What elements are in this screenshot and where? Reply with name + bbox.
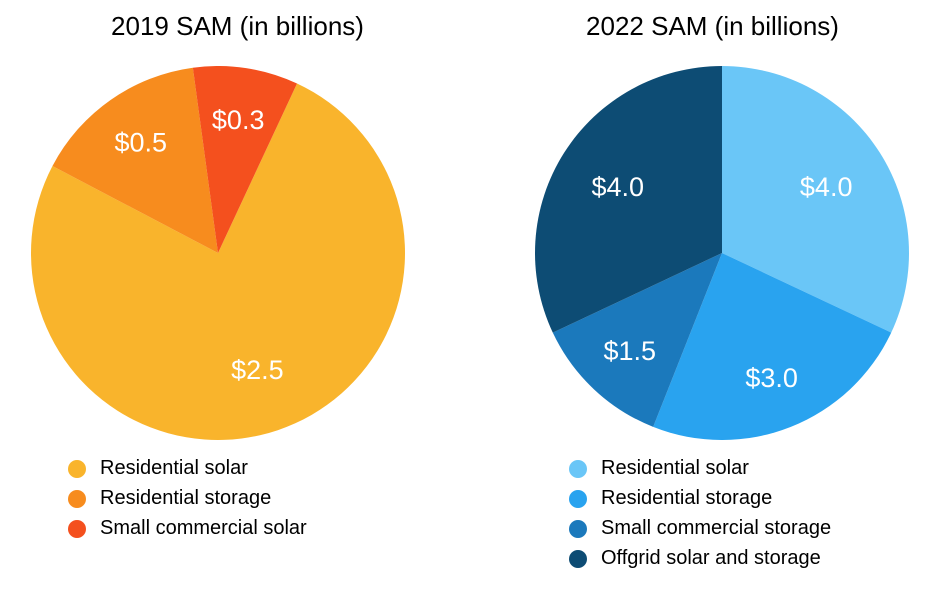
legend-item: Residential solar [68, 454, 475, 484]
pie-chart-2022: $4.0 $3.0 $1.5 $4.0 [535, 65, 909, 440]
legend-label: Residential storage [601, 487, 773, 510]
legend-label: Offgrid solar and storage [601, 547, 821, 570]
slice-value-label: $1.5 [604, 336, 657, 366]
pie-2019: $2.5 $0.5 $0.3 [0, 65, 475, 440]
legend-swatch-icon [569, 489, 587, 508]
legend-swatch-icon [68, 489, 86, 508]
legend-label: Residential solar [601, 457, 749, 480]
legend-swatch-icon [68, 459, 86, 478]
pie-slice-small-commercial-solar [192, 65, 298, 253]
pie-slice-small-commercial-storage [552, 252, 722, 427]
slice-value-label: $0.3 [212, 105, 265, 135]
legend-swatch-icon [569, 549, 587, 568]
legend-2019: Residential solar Residential storage Smal… [68, 454, 475, 544]
pie-slice-residential-storage [653, 252, 892, 440]
pie-slice-residential-storage [52, 67, 218, 253]
chart-2022: 2022 SAM (in billions) $4.0 $3.0 $1.5 $4.0 … [475, 0, 950, 610]
legend-label: Small commercial storage [601, 517, 832, 540]
slice-value-label: $2.5 [231, 355, 284, 385]
legend-label: Residential storage [100, 487, 272, 510]
legend-label: Small commercial solar [100, 517, 307, 540]
legend-item: Residential solar [569, 454, 950, 484]
slice-value-label: $0.5 [115, 128, 168, 158]
pie-chart-2019: $2.5 $0.5 $0.3 [31, 65, 405, 440]
legend-swatch-icon [569, 459, 587, 478]
chart-title-2019: 2019 SAM (in billions) [111, 11, 364, 41]
legend-label: Residential solar [100, 457, 248, 480]
chart-title-2022: 2022 SAM (in billions) [586, 11, 839, 41]
pie-slice-residential-solar [31, 83, 405, 440]
legend-item: Offgrid solar and storage [569, 544, 950, 574]
slice-value-label: $4.0 [800, 172, 853, 202]
legend-item: Small commercial solar [68, 514, 475, 544]
legend-2022: Residential solar Residential storage Smal… [569, 454, 950, 574]
legend-swatch-icon [569, 519, 587, 538]
pie-slice-residential-solar [722, 65, 909, 333]
slice-value-label: $4.0 [592, 172, 645, 202]
legend-item: Small commercial storage [569, 514, 950, 544]
legend-swatch-icon [68, 519, 86, 538]
pie-2022: $4.0 $3.0 $1.5 $4.0 [475, 65, 950, 440]
legend-item: Residential storage [569, 484, 950, 514]
slice-value-label: $3.0 [745, 363, 798, 393]
legend-item: Residential storage [68, 484, 475, 514]
pie-slice-offgrid-solar-and-storage [535, 65, 722, 333]
chart-2019: 2019 SAM (in billions) $2.5 $0.5 $0.3 Resi… [0, 11, 475, 544]
